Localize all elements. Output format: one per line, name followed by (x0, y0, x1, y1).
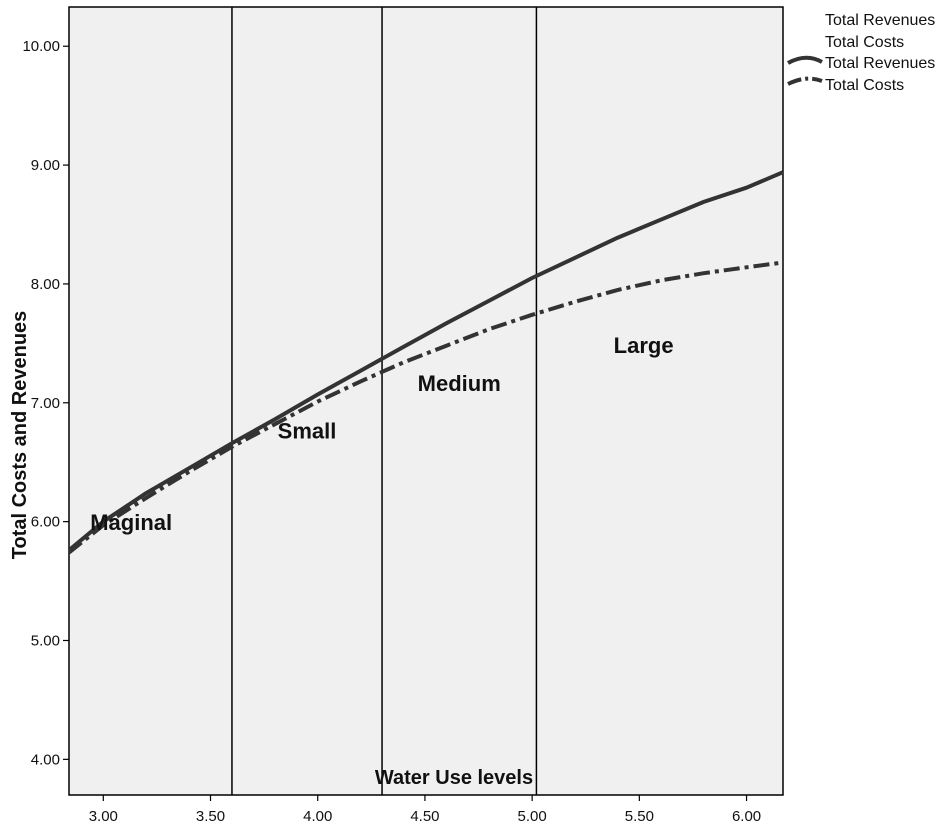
y-tick-label: 6.00 (31, 514, 60, 531)
region-label-maginal: Maginal (90, 510, 172, 535)
x-axis-title: Water Use levels (375, 767, 533, 789)
x-tick-label: 3.50 (196, 808, 225, 825)
region-labels: Maginal Small Medium Large (90, 333, 673, 535)
x-tick-label: 3.00 (89, 808, 118, 825)
legend: Total Revenues Total Costs Total Revenue… (787, 12, 935, 94)
legend-swatch-revenues (787, 55, 823, 65)
y-axis: 4.00 5.00 6.00 7.00 8.00 9.00 10.00 (22, 38, 69, 768)
x-axis: 3.00 3.50 4.00 4.50 5.00 5.50 6.00 (89, 795, 761, 825)
y-axis-title: Total Costs and Revenues (9, 311, 31, 560)
region-label-large: Large (614, 333, 674, 358)
x-tick-label: 6.00 (732, 808, 761, 825)
y-tick-label: 8.00 (31, 276, 60, 293)
series-lines (67, 170, 784, 555)
x-tick-label: 4.00 (303, 808, 332, 825)
legend-entry-3: Total Revenues (825, 55, 935, 72)
region-boundaries (231, 7, 538, 795)
revenues-line (67, 170, 784, 552)
legend-entry-1: Total Revenues (825, 12, 935, 29)
region-label-small: Small (278, 418, 337, 443)
legend-entry-2: Total Costs (825, 34, 904, 51)
x-tick-label: 5.50 (625, 808, 654, 825)
legend-swatch-costs (787, 76, 823, 86)
y-tick-label: 7.00 (31, 395, 60, 412)
x-tick-label: 4.50 (410, 808, 439, 825)
y-tick-label: 4.00 (31, 751, 60, 768)
x-tick-label: 5.00 (518, 808, 547, 825)
region-label-medium: Medium (418, 371, 501, 396)
plot-area (68, 6, 784, 796)
y-tick-label: 5.00 (31, 632, 60, 649)
legend-entry-4: Total Costs (825, 77, 904, 94)
costs-line (67, 260, 784, 555)
y-tick-label: 10.00 (22, 38, 60, 55)
y-tick-label: 9.00 (31, 157, 60, 174)
